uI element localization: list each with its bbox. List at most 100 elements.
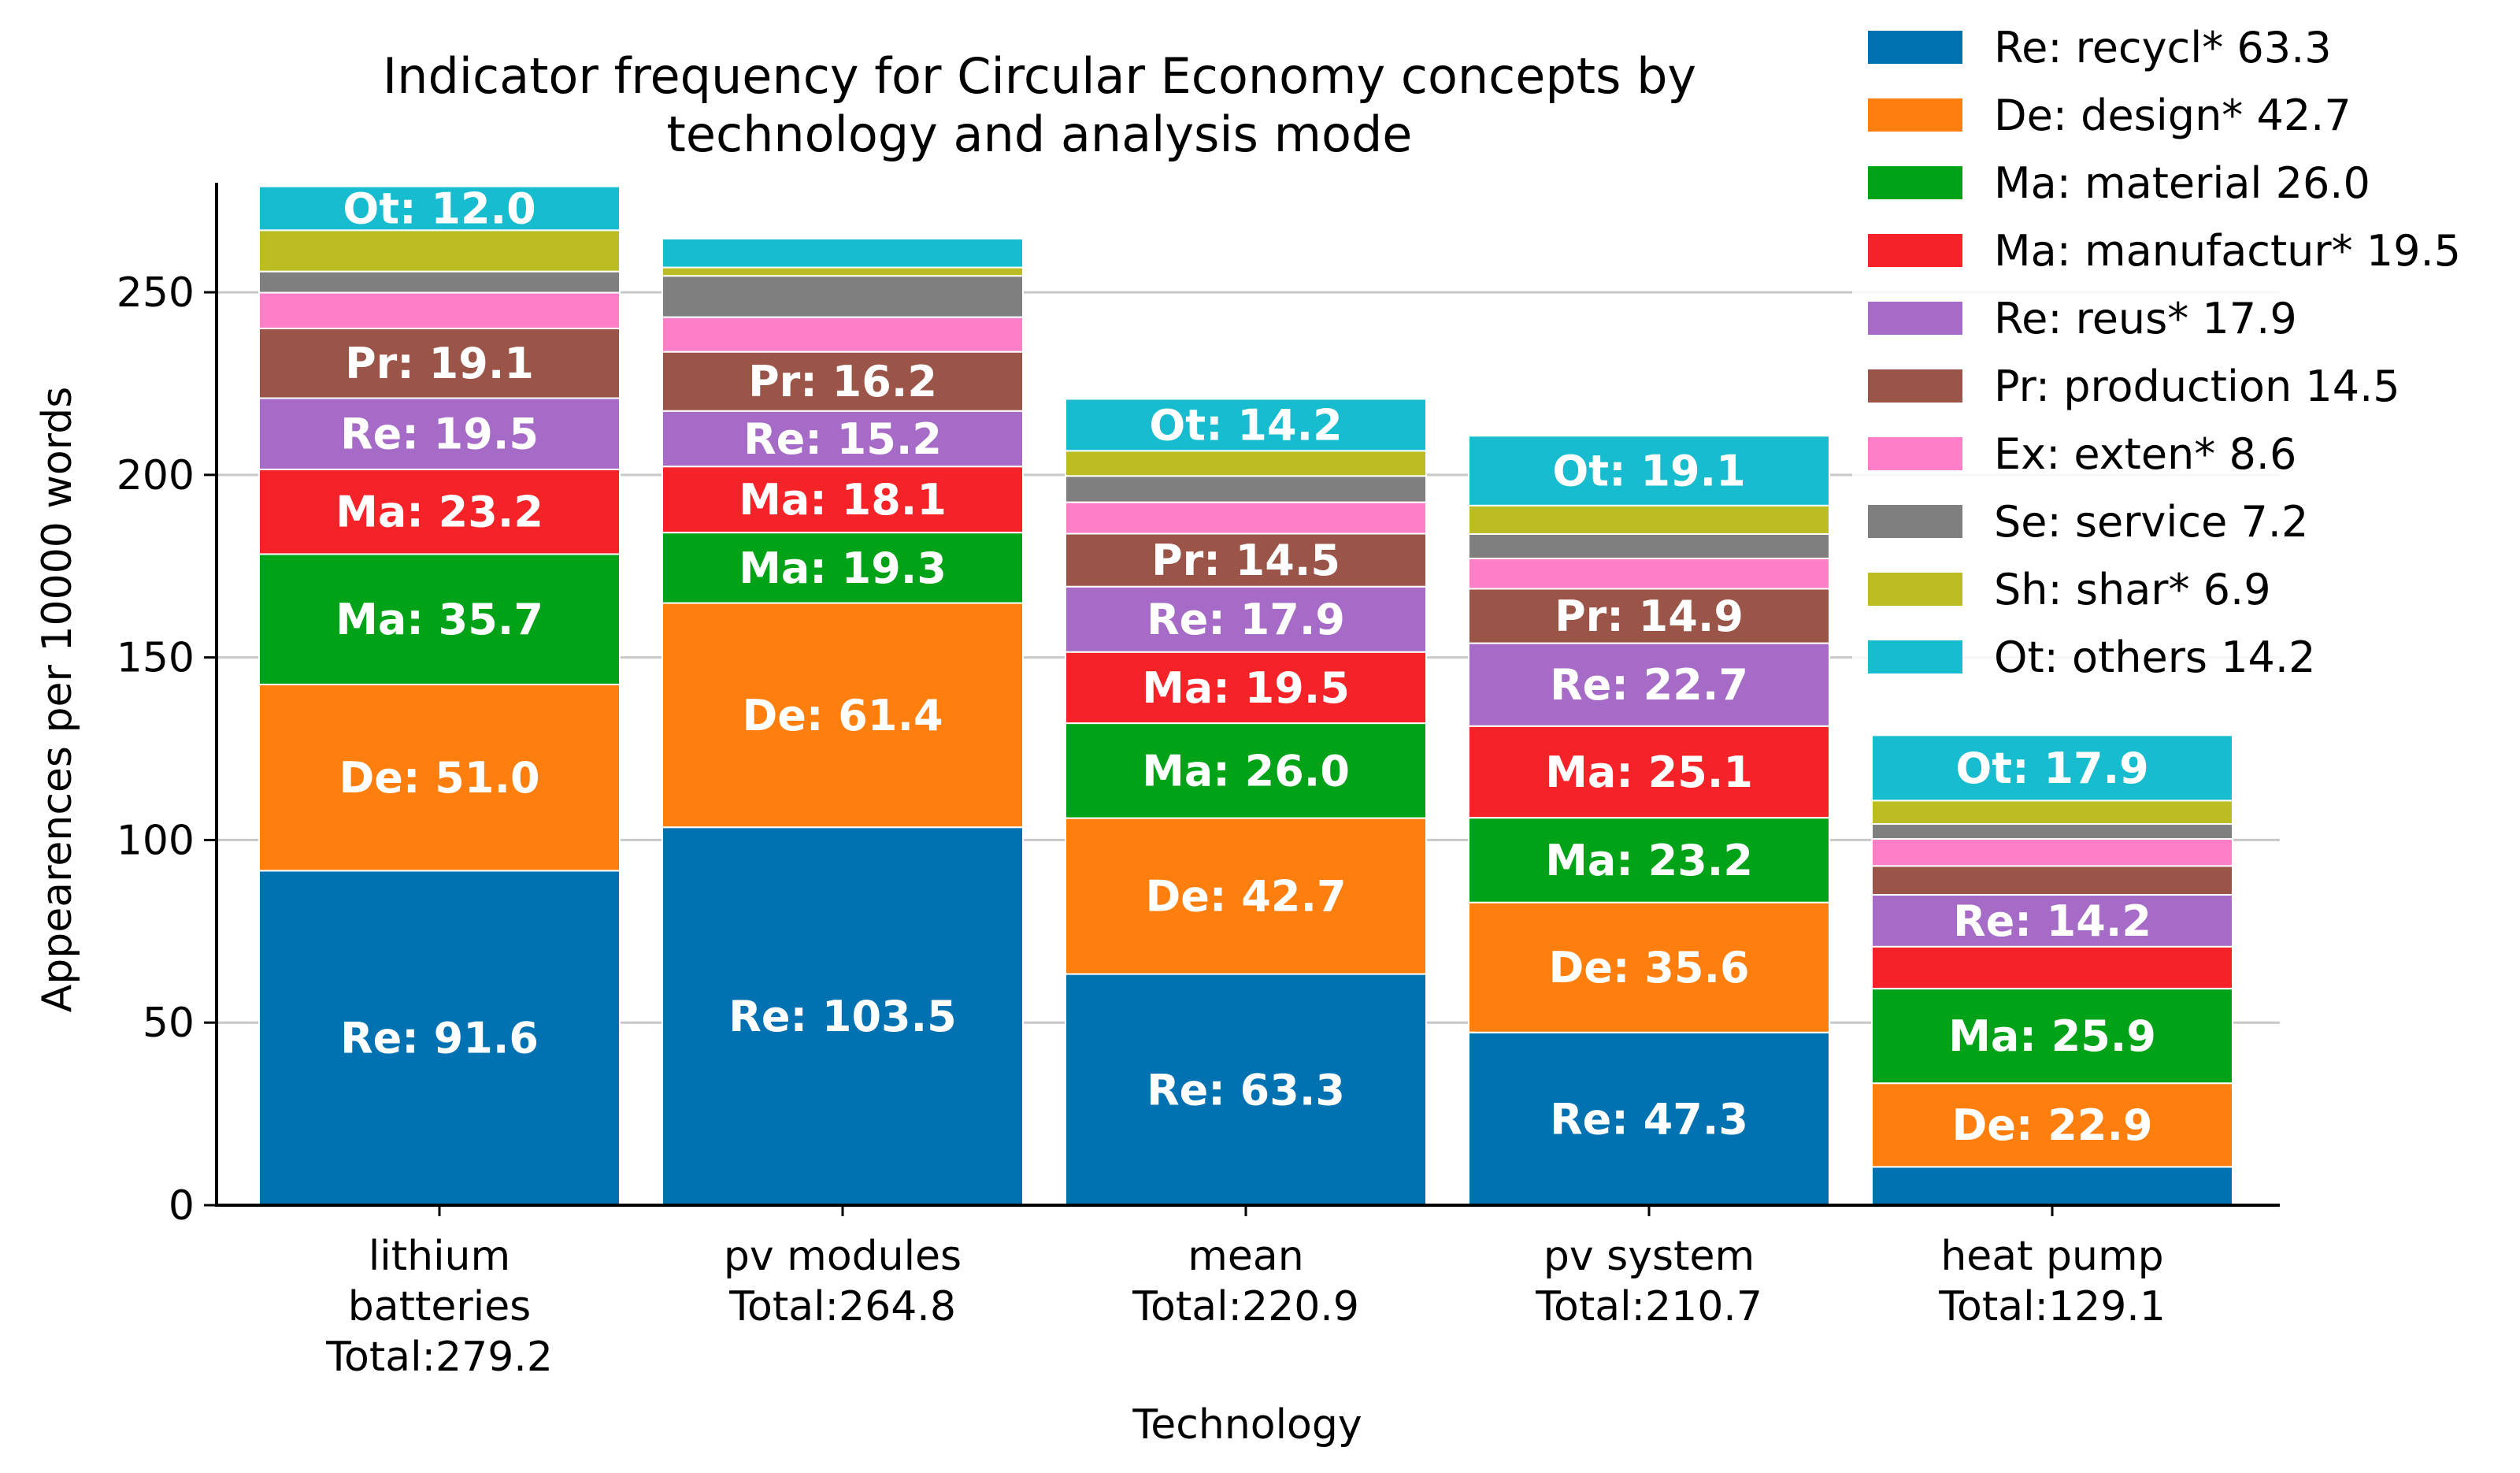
segment-label: De: 22.9 (1951, 1100, 2152, 1150)
segment-label: Ot: 17.9 (1955, 744, 2148, 793)
segment-label: Re: 17.9 (1147, 595, 1345, 644)
x-tick-label: Total:220.9 (1132, 1283, 1359, 1330)
y-tick-label: 250 (117, 269, 195, 317)
x-tick-label: Total:210.7 (1535, 1283, 1762, 1330)
bar-segment (1065, 501, 1427, 535)
x-tick-label: pv modules (724, 1233, 962, 1280)
bar-segment (1065, 585, 1427, 653)
segment-label: Ma: 25.1 (1545, 748, 1753, 797)
bar-segment (258, 870, 621, 1206)
segment-label: Ma: 35.7 (335, 595, 543, 644)
legend: Re: recycl* 63.3 De: design* 42.7 Ma: mate… (1852, 11, 2504, 712)
segment-label: Re: 91.6 (340, 1014, 539, 1063)
y-tick-label: 100 (117, 817, 195, 864)
bar-segment (1871, 734, 2233, 802)
segment-label: De: 42.7 (1145, 872, 1346, 922)
bar-segment (1065, 450, 1427, 477)
y-ticks: 0 50 100 150 200 250 (117, 269, 217, 1230)
bar-segment (1065, 973, 1427, 1207)
bar-segment (1468, 642, 1830, 727)
bar-segment (662, 316, 1024, 353)
segment-label: Re: 15.2 (743, 414, 942, 464)
bar-segment (1468, 504, 1830, 535)
bar-segment (1871, 945, 2233, 990)
y-tick-label: 200 (117, 452, 195, 499)
bar-segment (1468, 532, 1830, 560)
segment-label: Re: 63.3 (1147, 1065, 1345, 1115)
segment-label: Ma: 23.2 (335, 488, 543, 537)
bar-segment (1468, 588, 1830, 644)
bar-segment (258, 185, 621, 232)
legend-swatch (1868, 640, 1962, 673)
bar-segment (662, 266, 1024, 277)
legend-entry: Se: service 7.2 (1994, 497, 2308, 547)
segment-label: Ma: 19.3 (739, 544, 947, 593)
legend-entry: De: design* 42.7 (1994, 91, 2351, 140)
legend-swatch (1868, 31, 1962, 64)
bar-segment (1871, 838, 2233, 867)
segment-label: Pr: 19.1 (345, 339, 534, 388)
x-tick-label: lithium (369, 1233, 510, 1280)
axes (215, 183, 2280, 1207)
bar-segment (1065, 398, 1427, 452)
segment-label: Ot: 12.0 (343, 184, 536, 233)
x-tick-label: Total:129.1 (1938, 1283, 2166, 1330)
bar-segment (1468, 817, 1830, 903)
bar-segment (1468, 435, 1830, 506)
legend-swatch (1868, 98, 1962, 132)
legend-swatch (1868, 437, 1962, 470)
legend-entry: Re: reus* 17.9 (1994, 294, 2297, 343)
bar-segment (662, 826, 1024, 1207)
legend-entry: Ma: manufactur* 19.5 (1994, 226, 2461, 276)
segment-label: De: 51.0 (339, 753, 539, 803)
chart-title-line-1: Indicator frequency for Circular Economy… (383, 47, 1696, 105)
legend-entry: Ex: exten* 8.6 (1994, 429, 2296, 479)
bar-segment (1468, 1031, 1830, 1206)
legend-swatch (1868, 302, 1962, 335)
y-axis-label: Appearences per 10000 words (34, 387, 81, 1013)
bar-segment (1468, 725, 1830, 819)
segment-label: Ot: 14.2 (1149, 400, 1342, 450)
legend-entry: Sh: shar* 6.9 (1994, 565, 2271, 614)
segment-label: Ma: 26.0 (1142, 746, 1350, 796)
segment-label: Ma: 25.9 (1948, 1011, 2156, 1061)
bar-segment (662, 466, 1024, 534)
x-tick-label: heat pump (1940, 1233, 2163, 1280)
x-tick-label: Total:264.8 (728, 1283, 956, 1330)
chart-title: Indicator frequency for Circular Economy… (383, 47, 1696, 163)
y-tick-label: 150 (117, 635, 195, 682)
segment-label: De: 61.4 (742, 691, 943, 740)
bar-segment (1468, 558, 1830, 590)
bar-segment (1871, 823, 2233, 840)
segment-label: Ma: 18.1 (739, 475, 947, 525)
x-axis-label: Technology (1132, 1401, 1362, 1449)
segment-label: Ma: 19.5 (1142, 663, 1350, 713)
bar-segment (1065, 475, 1427, 503)
bar-segment (258, 327, 621, 399)
bar-segment (662, 410, 1024, 468)
bar-segment (1871, 1166, 2233, 1206)
segment-label: Re: 47.3 (1550, 1094, 1748, 1144)
legend-swatch (1868, 573, 1962, 606)
x-tick-label: batteries (348, 1283, 532, 1330)
segment-label: De: 35.6 (1548, 943, 1749, 993)
segment-label: Re: 14.2 (1953, 896, 2151, 946)
bar-segment (1065, 722, 1427, 819)
segment-label: Re: 22.7 (1550, 660, 1748, 710)
chart-title-line-2: technology and analysis mode (667, 106, 1413, 163)
legend-swatch (1868, 234, 1962, 267)
segment-label: Pr: 14.9 (1555, 592, 1744, 641)
y-tick-label: 0 (169, 1182, 195, 1230)
segment-label: Re: 19.5 (340, 410, 539, 459)
bar-segment (258, 553, 621, 685)
legend-entry: Ot: others 14.2 (1994, 633, 2315, 682)
bar-segment (662, 532, 1024, 604)
legend-entry: Ma: material 26.0 (1994, 158, 2370, 208)
legend-entry: Pr: production 14.5 (1994, 362, 2400, 411)
bar-segment (662, 351, 1024, 412)
bar-segment (1065, 651, 1427, 725)
segment-label: Ot: 19.1 (1552, 447, 1745, 496)
segment-label: Pr: 16.2 (748, 357, 937, 406)
bar-segment (662, 275, 1024, 318)
